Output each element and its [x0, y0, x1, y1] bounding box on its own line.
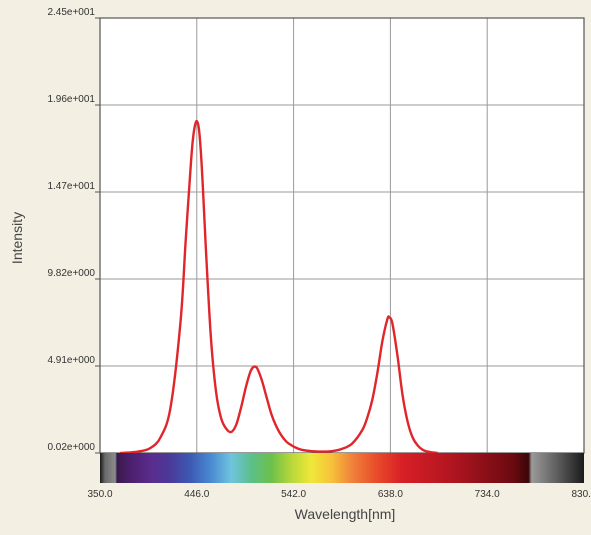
- x-tick-labels: 350.0 446.0 542.0 638.0 734.0 830.0: [87, 489, 591, 500]
- series-line: [120, 119, 438, 453]
- x-tick-label: 350.0: [87, 489, 112, 500]
- plot-area: [100, 18, 584, 453]
- x-tick-label: 734.0: [475, 489, 500, 500]
- y-tick-label: 4.91e+000: [47, 355, 95, 366]
- y-tick-label: 2.45e+001: [47, 7, 95, 18]
- y-tick-labels: 0.02e+000 4.91e+000 9.82e+000 1.47e+001 1.96…: [47, 7, 100, 454]
- y-tick-label: 9.82e+000: [47, 268, 95, 279]
- y-axis-title: Intensity: [9, 212, 25, 264]
- y-tick-label: 1.96e+001: [47, 94, 95, 105]
- y-tick-label: 0.02e+000: [47, 442, 95, 453]
- spectrum-color-bar: [100, 453, 584, 483]
- x-tick-label: 542.0: [281, 489, 306, 500]
- x-axis-title: Wavelength[nm]: [295, 506, 396, 522]
- x-tick-label: 446.0: [184, 489, 209, 500]
- grid: [100, 18, 584, 453]
- x-tick-label: 638.0: [378, 489, 403, 500]
- y-tick-label: 1.47e+001: [47, 181, 95, 192]
- x-tick-label: 830.0: [571, 489, 591, 500]
